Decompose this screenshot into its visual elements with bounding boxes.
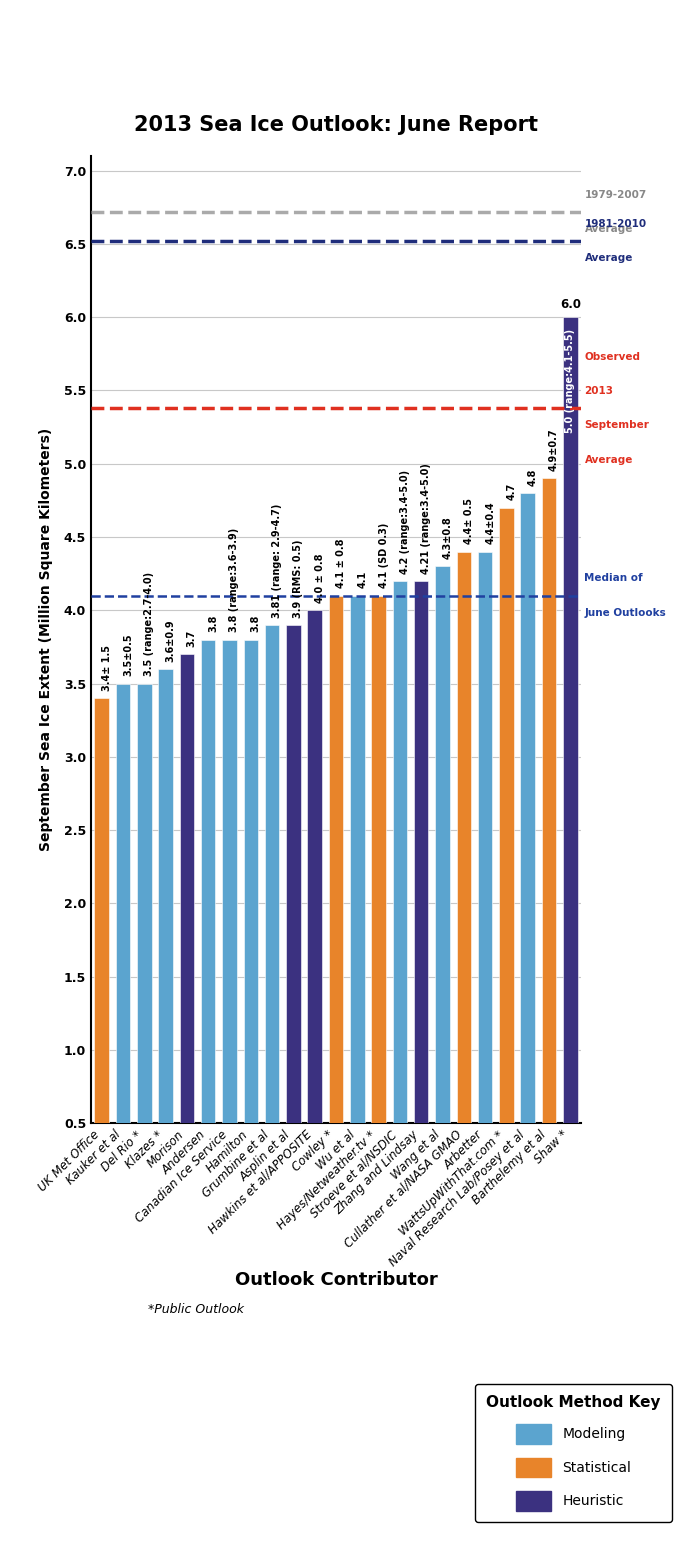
Bar bbox=[563, 317, 578, 1123]
Text: 3.81 (range: 2.9-4.7): 3.81 (range: 2.9-4.7) bbox=[272, 504, 282, 618]
Text: 6.0: 6.0 bbox=[560, 298, 581, 312]
Y-axis label: September Sea Ice Extent (Million Square Kilometers): September Sea Ice Extent (Million Square… bbox=[38, 427, 52, 852]
Text: 3.5 (range:2.7-4.0): 3.5 (range:2.7-4.0) bbox=[144, 573, 154, 675]
Text: 4.4±0.4: 4.4±0.4 bbox=[485, 502, 495, 544]
Text: June Outlooks: June Outlooks bbox=[584, 608, 666, 618]
Bar bbox=[201, 640, 216, 1123]
Bar bbox=[414, 580, 428, 1123]
Text: 5.0 (range:4.1-5.5): 5.0 (range:4.1-5.5) bbox=[566, 329, 575, 434]
Text: 4.9±0.7: 4.9±0.7 bbox=[549, 429, 559, 471]
Bar bbox=[94, 699, 109, 1123]
Bar bbox=[222, 640, 237, 1123]
Text: 4.1 ± 0.8: 4.1 ± 0.8 bbox=[336, 538, 346, 588]
Bar bbox=[542, 479, 557, 1123]
Text: 2013: 2013 bbox=[584, 385, 613, 396]
Bar bbox=[286, 626, 300, 1123]
Bar bbox=[372, 596, 386, 1123]
Bar bbox=[137, 683, 151, 1123]
Bar bbox=[180, 654, 194, 1123]
Bar bbox=[521, 493, 535, 1123]
Text: 3.4± 1.5: 3.4± 1.5 bbox=[102, 644, 112, 691]
Bar bbox=[307, 610, 322, 1123]
Text: September: September bbox=[584, 420, 650, 431]
Bar bbox=[158, 669, 173, 1123]
Bar bbox=[350, 596, 365, 1123]
Text: 3.8 (range:3.6-3.9): 3.8 (range:3.6-3.9) bbox=[230, 527, 239, 632]
Text: 3.5±0.5: 3.5±0.5 bbox=[123, 633, 133, 675]
Text: 4.7: 4.7 bbox=[506, 484, 517, 501]
Legend: Modeling, Statistical, Heuristic: Modeling, Statistical, Heuristic bbox=[475, 1384, 672, 1523]
Text: Average: Average bbox=[584, 223, 633, 234]
Bar bbox=[244, 640, 258, 1123]
Text: 4.3±0.8: 4.3±0.8 bbox=[442, 516, 452, 558]
Text: Observed: Observed bbox=[584, 351, 640, 362]
Bar bbox=[435, 566, 450, 1123]
Text: Average: Average bbox=[584, 454, 633, 465]
Title: 2013 Sea Ice Outlook: June Report: 2013 Sea Ice Outlook: June Report bbox=[134, 115, 538, 136]
Text: 4.4± 0.5: 4.4± 0.5 bbox=[464, 498, 474, 544]
Text: 4.2 (range:3.4-5.0): 4.2 (range:3.4-5.0) bbox=[400, 470, 410, 574]
Text: 4.21 (range:3.4-5.0): 4.21 (range:3.4-5.0) bbox=[421, 463, 431, 574]
Text: 1979-2007: 1979-2007 bbox=[584, 189, 647, 200]
Text: 4.8: 4.8 bbox=[528, 468, 538, 485]
Bar bbox=[265, 626, 279, 1123]
Bar bbox=[329, 596, 343, 1123]
Text: Average: Average bbox=[584, 253, 633, 264]
Bar bbox=[393, 580, 407, 1123]
Bar bbox=[456, 552, 471, 1123]
Text: 3.8: 3.8 bbox=[208, 615, 218, 632]
Text: 4.1 (SD 0.3): 4.1 (SD 0.3) bbox=[379, 523, 389, 588]
Text: 3.9 (RMS: 0.5): 3.9 (RMS: 0.5) bbox=[293, 540, 303, 618]
Text: 4.1: 4.1 bbox=[357, 571, 368, 588]
Text: 1981-2010: 1981-2010 bbox=[584, 218, 647, 229]
Bar bbox=[116, 683, 130, 1123]
Text: *Public Outlook: *Public Outlook bbox=[148, 1303, 244, 1315]
Text: Median of: Median of bbox=[584, 574, 643, 583]
Text: Outlook Contributor: Outlook Contributor bbox=[234, 1271, 438, 1290]
Bar bbox=[478, 552, 492, 1123]
Bar bbox=[499, 507, 514, 1123]
Text: 3.6±0.9: 3.6±0.9 bbox=[166, 619, 176, 661]
Text: 3.8: 3.8 bbox=[251, 615, 261, 632]
Text: 3.7: 3.7 bbox=[187, 630, 197, 647]
Text: 4.0 ± 0.8: 4.0 ± 0.8 bbox=[315, 554, 325, 604]
